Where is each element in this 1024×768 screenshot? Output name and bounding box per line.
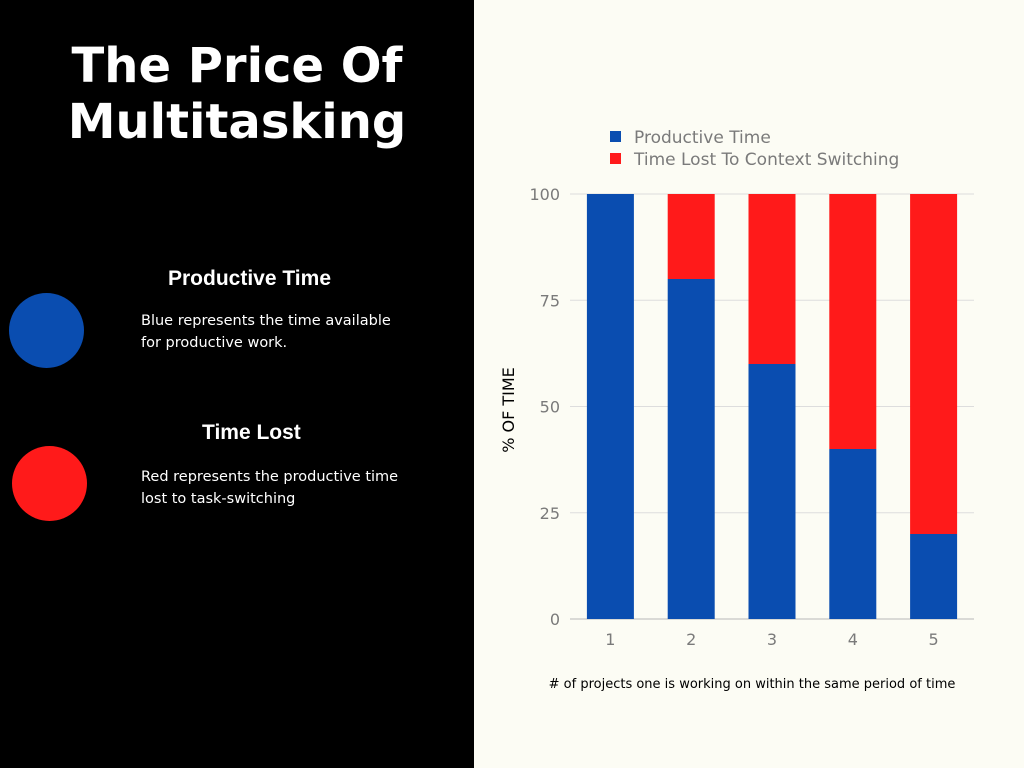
y-axis-label: % OF TIME <box>499 367 518 453</box>
bar-time-lost <box>748 194 796 364</box>
red-circle-icon <box>12 446 87 521</box>
x-tick-label: 1 <box>605 630 615 649</box>
y-tick-label: 75 <box>540 291 560 310</box>
productive-time-description: Blue represents the time available for p… <box>141 313 391 351</box>
info-panel: The Price Of Multitasking Productive Tim… <box>0 0 474 768</box>
blue-circle-icon <box>9 293 84 368</box>
bar-productive-time <box>910 534 958 619</box>
time-lost-description: Red represents the productive time lost … <box>141 469 399 507</box>
time-lost-heading: Time Lost <box>202 421 301 444</box>
bar-time-lost <box>829 194 877 449</box>
page-title: The Price Of Multitasking <box>67 38 407 150</box>
x-tick-label: 2 <box>686 630 696 649</box>
y-tick-label: 0 <box>550 610 560 629</box>
bar-productive-time <box>667 279 715 619</box>
bar-productive-time <box>829 449 877 619</box>
bar-productive-time <box>748 364 796 619</box>
x-axis-label: # of projects one is working on within t… <box>549 677 956 692</box>
bar-time-lost <box>910 194 958 534</box>
bar-time-lost <box>667 194 715 279</box>
y-tick-label: 50 <box>540 398 560 417</box>
y-tick-label: 25 <box>540 504 560 523</box>
legend-label: Time Lost To Context Switching <box>633 150 899 170</box>
x-tick-label: 3 <box>767 630 777 649</box>
x-tick-label: 5 <box>929 630 939 649</box>
legend-label: Productive Time <box>634 128 771 148</box>
x-tick-label: 4 <box>848 630 858 649</box>
productive-time-heading: Productive Time <box>168 267 331 290</box>
legend-swatch <box>610 153 621 164</box>
bar-productive-time <box>586 194 634 619</box>
legend-swatch <box>610 131 621 142</box>
y-tick-label: 100 <box>529 185 560 204</box>
